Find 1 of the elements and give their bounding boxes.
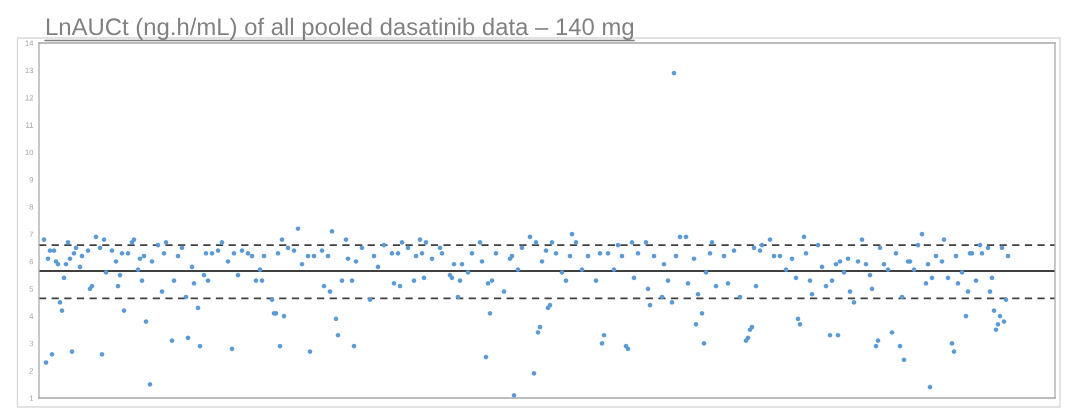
chart-title: LnAUCt (ng.h/mL) of all pooled dasatinib data – 140 mg <box>46 17 634 40</box>
